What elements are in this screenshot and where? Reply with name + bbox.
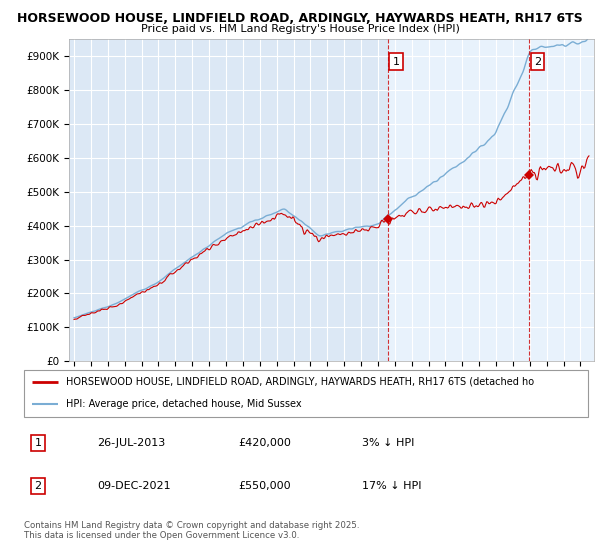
Text: HORSEWOOD HOUSE, LINDFIELD ROAD, ARDINGLY, HAYWARDS HEATH, RH17 6TS (detached ho: HORSEWOOD HOUSE, LINDFIELD ROAD, ARDINGL…	[66, 376, 535, 386]
Text: 1: 1	[392, 57, 400, 67]
Bar	[388, 39, 529, 361]
Text: HORSEWOOD HOUSE, LINDFIELD ROAD, ARDINGLY, HAYWARDS HEATH, RH17 6TS: HORSEWOOD HOUSE, LINDFIELD ROAD, ARDINGL…	[17, 12, 583, 25]
Text: £420,000: £420,000	[238, 438, 291, 448]
Text: 26-JUL-2013: 26-JUL-2013	[97, 438, 166, 448]
Text: 2: 2	[534, 57, 541, 67]
Text: HPI: Average price, detached house, Mid Sussex: HPI: Average price, detached house, Mid …	[66, 399, 302, 409]
Text: 2: 2	[35, 481, 41, 491]
Text: £550,000: £550,000	[238, 481, 291, 491]
Text: Price paid vs. HM Land Registry's House Price Index (HPI): Price paid vs. HM Land Registry's House …	[140, 24, 460, 34]
Text: Contains HM Land Registry data © Crown copyright and database right 2025.
This d: Contains HM Land Registry data © Crown c…	[24, 521, 359, 540]
Text: 1: 1	[35, 438, 41, 448]
Text: 3% ↓ HPI: 3% ↓ HPI	[362, 438, 415, 448]
Bar	[529, 39, 594, 361]
Text: 09-DEC-2021: 09-DEC-2021	[97, 481, 171, 491]
Text: 17% ↓ HPI: 17% ↓ HPI	[362, 481, 422, 491]
